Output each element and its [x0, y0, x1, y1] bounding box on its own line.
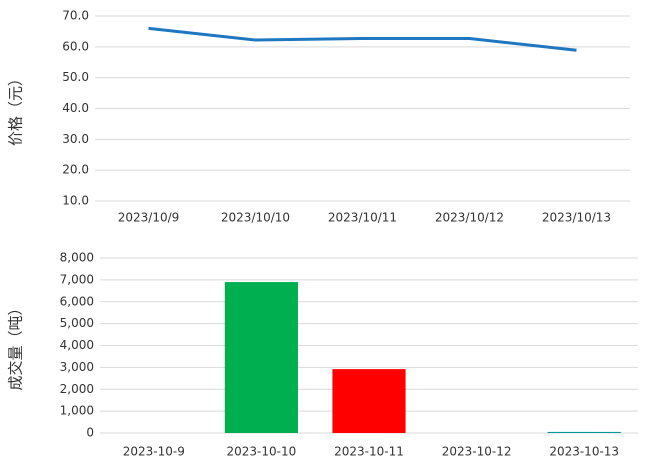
bar	[332, 369, 406, 433]
x-tick-label: 2023-10-9	[123, 445, 185, 459]
bar	[224, 282, 298, 433]
y-tick-label: 20.0	[62, 163, 89, 177]
bar	[547, 431, 621, 433]
y-tick-label: 10.0	[62, 194, 89, 208]
y-tick-label: 8,000	[60, 251, 94, 265]
y-tick-label: 40.0	[62, 101, 89, 115]
y-tick-label: 50.0	[62, 70, 89, 84]
price-line	[148, 26, 577, 52]
y-tick-label: 4,000	[60, 338, 94, 352]
y-tick-label: 70.0	[62, 9, 89, 23]
x-tick-label: 2023-10-11	[334, 445, 404, 459]
y-axis-title: 成交量（吨）	[7, 300, 25, 390]
y-tick-label: 6,000	[60, 294, 94, 308]
y-tick-label: 2,000	[60, 382, 94, 396]
x-tick-label: 2023/10/12	[435, 211, 504, 225]
y-tick-label: 7,000	[60, 272, 94, 286]
y-tick-label: 3,000	[60, 360, 94, 374]
y-tick-label: 1,000	[60, 404, 94, 418]
y-tick-label: 60.0	[62, 39, 89, 53]
x-tick-label: 2023/10/9	[118, 211, 180, 225]
x-tick-label: 2023/10/13	[542, 211, 611, 225]
x-tick-label: 2023-10-12	[442, 445, 512, 459]
y-tick-label: 5,000	[60, 316, 94, 330]
y-tick-label: 0	[86, 426, 94, 440]
x-tick-label: 2023-10-13	[549, 445, 619, 459]
x-tick-label: 2023-10-10	[227, 445, 297, 459]
x-tick-label: 2023/10/11	[328, 211, 397, 225]
y-tick-label: 30.0	[62, 132, 89, 146]
y-axis-title: 价格（元）	[7, 71, 25, 146]
x-tick-label: 2023/10/10	[221, 211, 290, 225]
